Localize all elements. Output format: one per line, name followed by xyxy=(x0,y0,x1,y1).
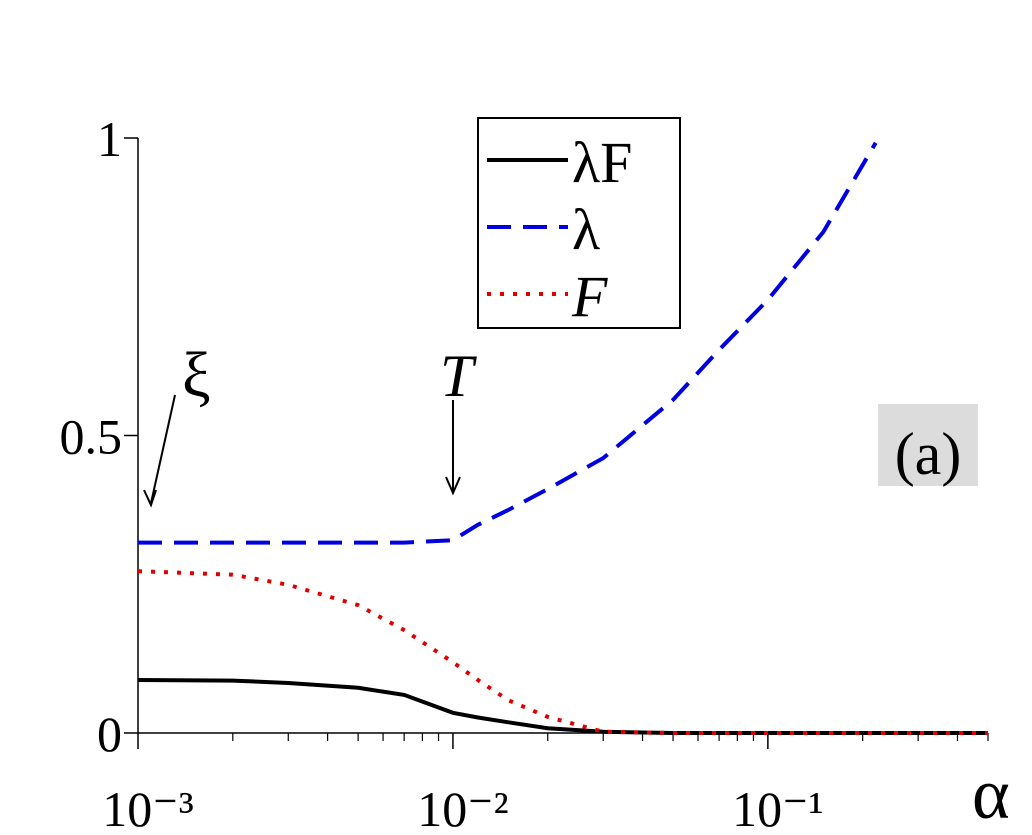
legend-label: F xyxy=(571,264,608,329)
x-axis-label: α xyxy=(972,754,1010,834)
y-tick-label: 0 xyxy=(97,706,122,762)
legend-box xyxy=(477,117,681,329)
label-box xyxy=(878,404,978,486)
y-tick-label: 1 xyxy=(97,111,122,167)
series-line xyxy=(138,141,878,545)
xi-arrow xyxy=(150,394,176,504)
xi-arrow-head xyxy=(143,489,157,508)
annotation-xi: ξ xyxy=(182,339,211,410)
annotation-panel: (a) xyxy=(895,421,962,487)
x-tick-label: 10⁻² xyxy=(417,781,508,835)
y-tick-label: 0.5 xyxy=(60,409,123,465)
series-line xyxy=(137,678,988,735)
legend-label: λ xyxy=(572,197,600,262)
x-tick-label: 10⁻³ xyxy=(102,781,193,835)
t-arrow-head xyxy=(445,476,461,496)
series-line xyxy=(137,569,988,735)
legend-label: λF xyxy=(572,130,632,195)
x-tick-label: 10⁻¹ xyxy=(732,781,823,835)
annotation-t: T xyxy=(440,343,477,409)
